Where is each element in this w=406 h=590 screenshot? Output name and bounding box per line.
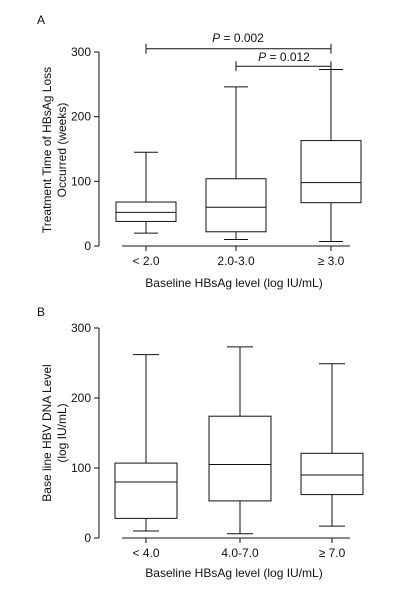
panel-a-ylabel-line2: Occurred (weeks)	[55, 103, 69, 198]
p-symbol: P	[212, 31, 220, 45]
y-tick-label: 300	[71, 45, 91, 59]
p-value-text: = 0.012	[266, 50, 310, 64]
y-tick-label: 0	[84, 239, 91, 253]
box-iqr	[114, 462, 178, 519]
x-tick-label: < 4.0	[132, 546, 159, 560]
box-iqr	[300, 452, 364, 496]
panel-a-letter: A	[37, 13, 45, 27]
panel-a-comparison-0: P = 0.002	[212, 31, 264, 45]
x-tick-label: ≥ 3.0	[318, 254, 345, 268]
x-tick-label: ≥ 7.0	[319, 546, 346, 560]
y-tick-label: 200	[71, 110, 91, 124]
panel-b: B Base line HBV DNA Level (log IU/mL) Ba…	[37, 305, 364, 580]
panel-b-ylabel-line1: Base line HBV DNA Level	[40, 364, 54, 501]
panel-b-plot: 0 100 200 300 < 4.0 4.0-7.0 ≥ 7.0	[71, 321, 364, 560]
y-tick-label: 100	[71, 174, 91, 188]
panel-a-xlabel: Baseline HBsAg level (log IU/mL)	[145, 276, 322, 290]
p-symbol: P	[258, 50, 266, 64]
box-iqr	[205, 178, 267, 233]
panel-a-comparison-1: P = 0.012	[258, 50, 310, 64]
panel-b-letter: B	[37, 305, 45, 319]
panel-b-ylabel-line2: (log IU/mL)	[55, 403, 69, 462]
p-value-text: = 0.002	[220, 31, 264, 45]
panel-a-pvalue-1: P = 0.012	[258, 50, 310, 64]
panel-b-xlabel: Baseline HBsAg level (log IU/mL)	[145, 566, 322, 580]
x-tick-label: 4.0-7.0	[221, 546, 259, 560]
panel-a-pvalue-0: P = 0.002	[212, 31, 264, 45]
panel-a-plot: 0 100 200 300 < 2.0 2.0-3.0 ≥ 3.0	[71, 43, 362, 268]
x-tick-label: 2.0-3.0	[217, 254, 255, 268]
y-tick-label: 300	[71, 321, 91, 335]
box-iqr	[300, 140, 362, 204]
panel-a: A Treatment Time of HBsAg Loss Occurred …	[37, 13, 362, 290]
y-tick-label: 100	[71, 461, 91, 475]
box-iqr	[208, 415, 272, 502]
y-tick-label: 0	[84, 531, 91, 545]
y-tick-label: 200	[71, 391, 91, 405]
box-iqr	[115, 201, 177, 222]
x-tick-label: < 2.0	[132, 254, 159, 268]
panel-a-ylabel-line1: Treatment Time of HBsAg Loss	[40, 67, 54, 233]
